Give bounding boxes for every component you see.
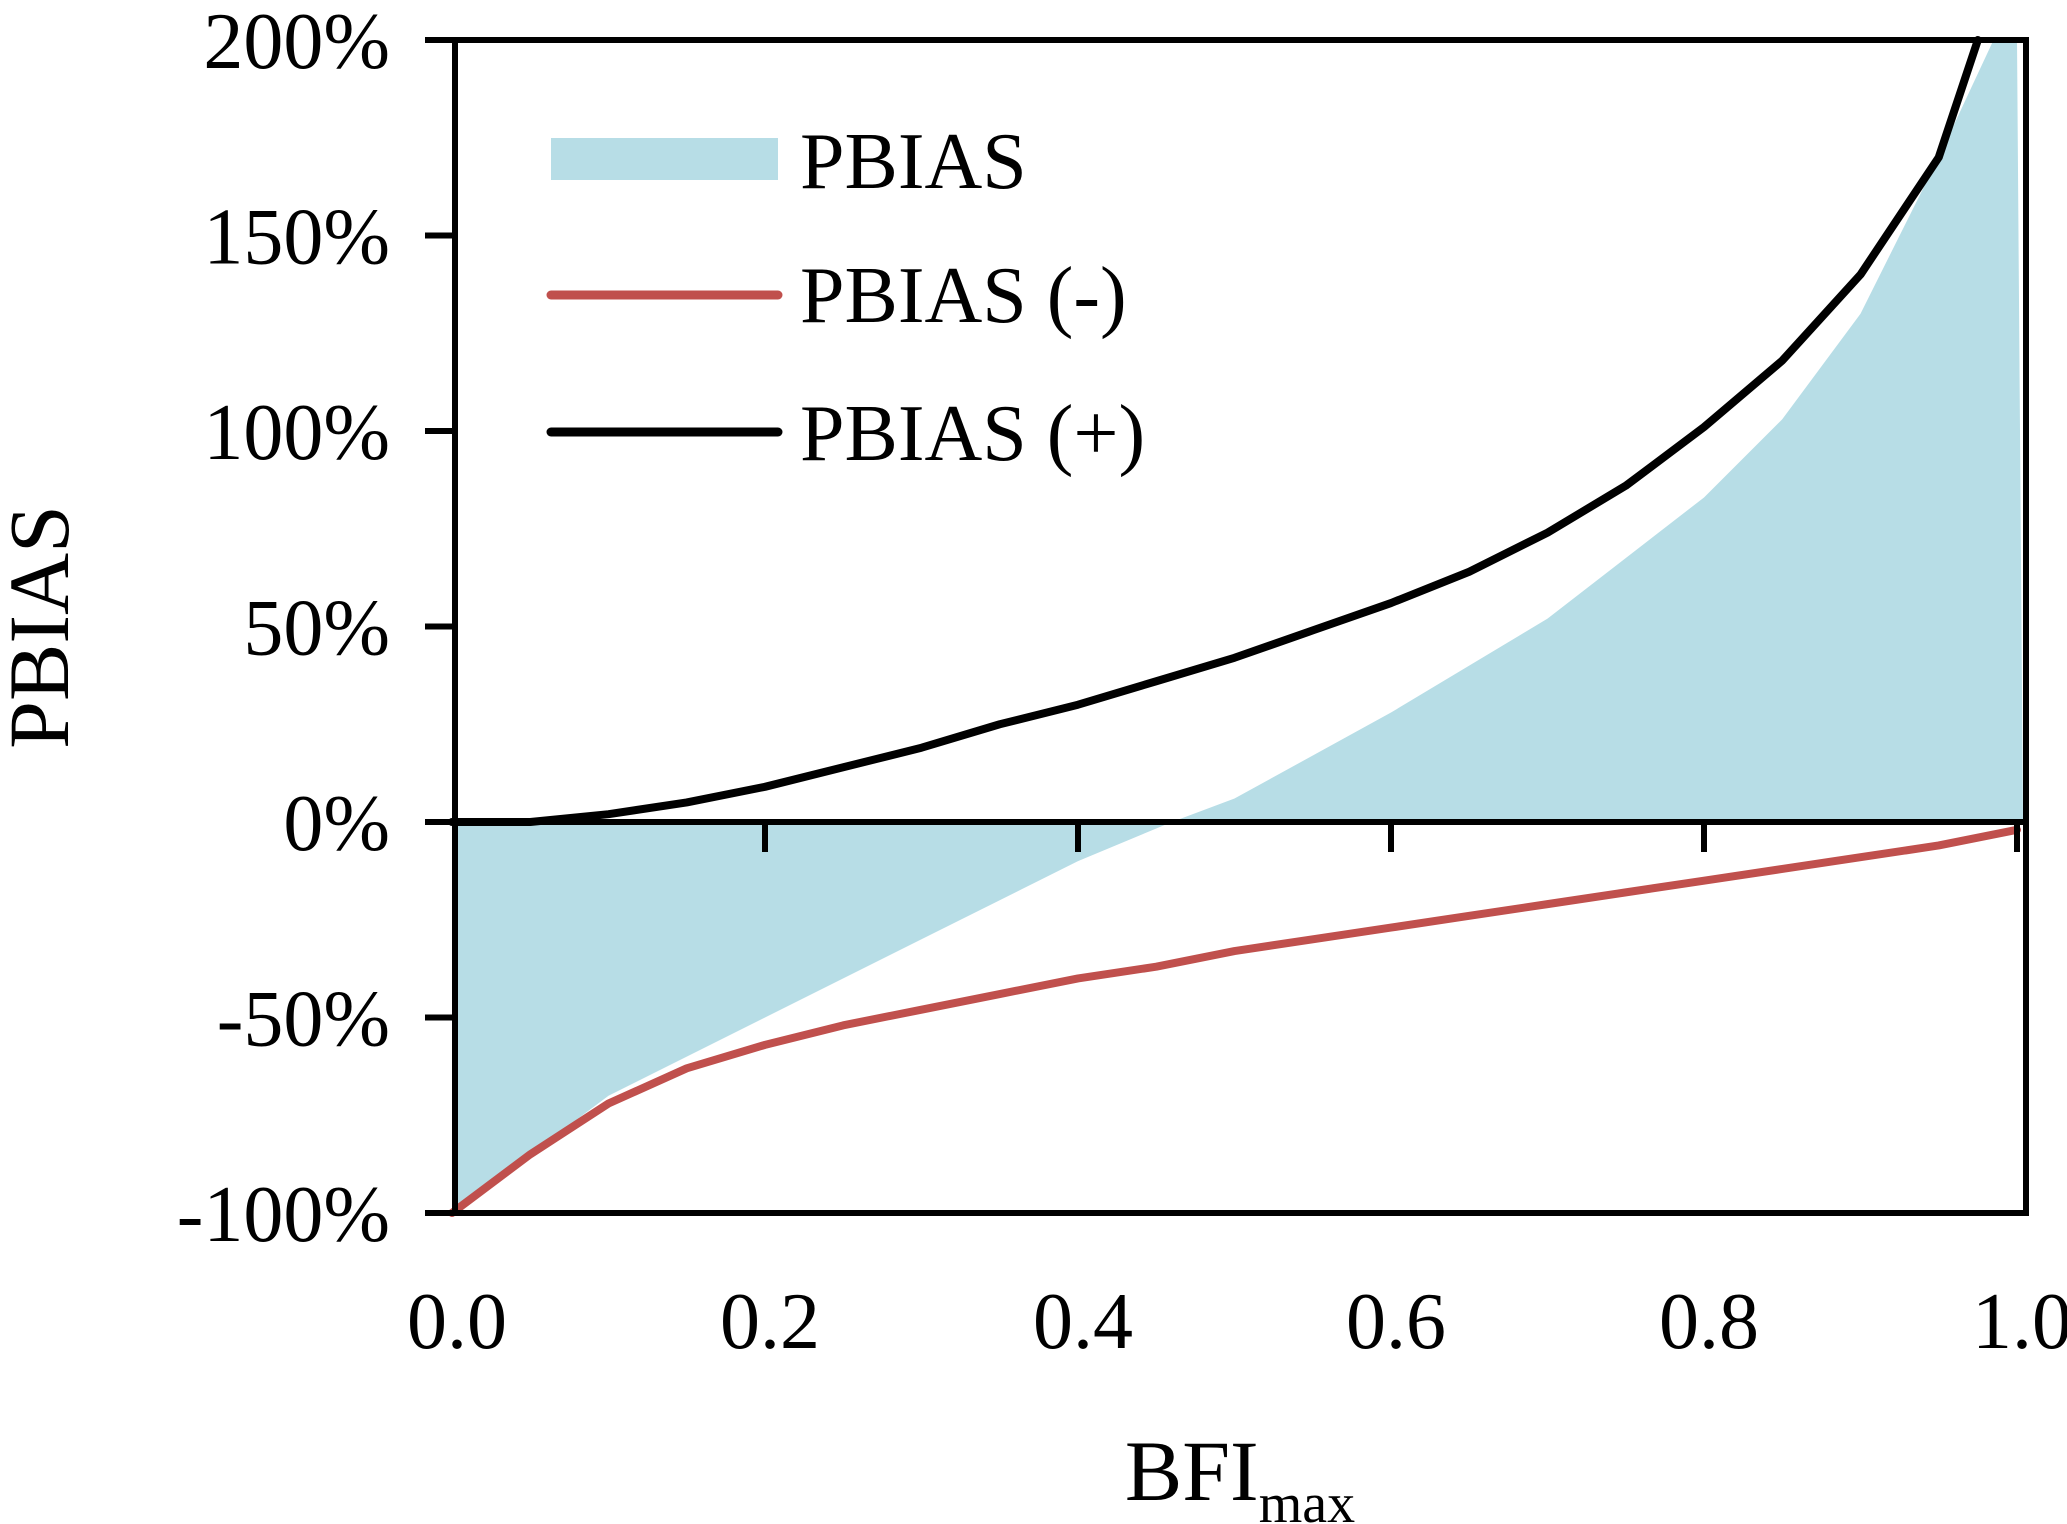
x-axis-label: BFImax	[1125, 1423, 1355, 1524]
y-tick-label: 0%	[283, 780, 390, 868]
series-layer	[448, 36, 2023, 1217]
x-tick-label: 1.0	[1972, 1278, 2067, 1366]
x-axis-label-sub: max	[1259, 1473, 1355, 1524]
line-pbias-neg	[448, 825, 2021, 1217]
y-tick-label: -100%	[177, 1171, 390, 1259]
x-axis-label-main: BFI	[1125, 1423, 1259, 1519]
line-pbias-pos	[448, 36, 1982, 826]
x-tick-label: 0.6	[1346, 1278, 1446, 1366]
legend-label-pbias-pos: PBIAS (+)	[800, 390, 1145, 478]
legend-label-pbias-neg: PBIAS (-)	[800, 252, 1127, 340]
y-tick-label: 100%	[203, 389, 390, 477]
legend: PBIAS PBIAS (-) PBIAS (+)	[546, 118, 1145, 478]
x-tick-label: 0.2	[720, 1278, 820, 1366]
y-tick-label: 200%	[203, 0, 390, 86]
x-tick-label: 0.0	[407, 1278, 507, 1366]
x-tick-label: 0.8	[1659, 1278, 1759, 1366]
axes-layer: -100% -50% 0% 50% 100% 150% 200% 0.0 0.2 0.4 0.6 0.…	[177, 0, 2067, 1366]
legend-label-pbias: PBIAS	[800, 118, 1027, 206]
y-tick-label: 150%	[203, 194, 390, 282]
y-tick-label: -50%	[217, 976, 390, 1064]
y-tick-label: 50%	[243, 585, 390, 673]
area-pbias	[452, 40, 2023, 1213]
legend-swatch-pbias	[551, 138, 778, 180]
y-axis-label: PBIAS	[0, 505, 87, 749]
x-tick-label: 0.4	[1033, 1278, 1133, 1366]
